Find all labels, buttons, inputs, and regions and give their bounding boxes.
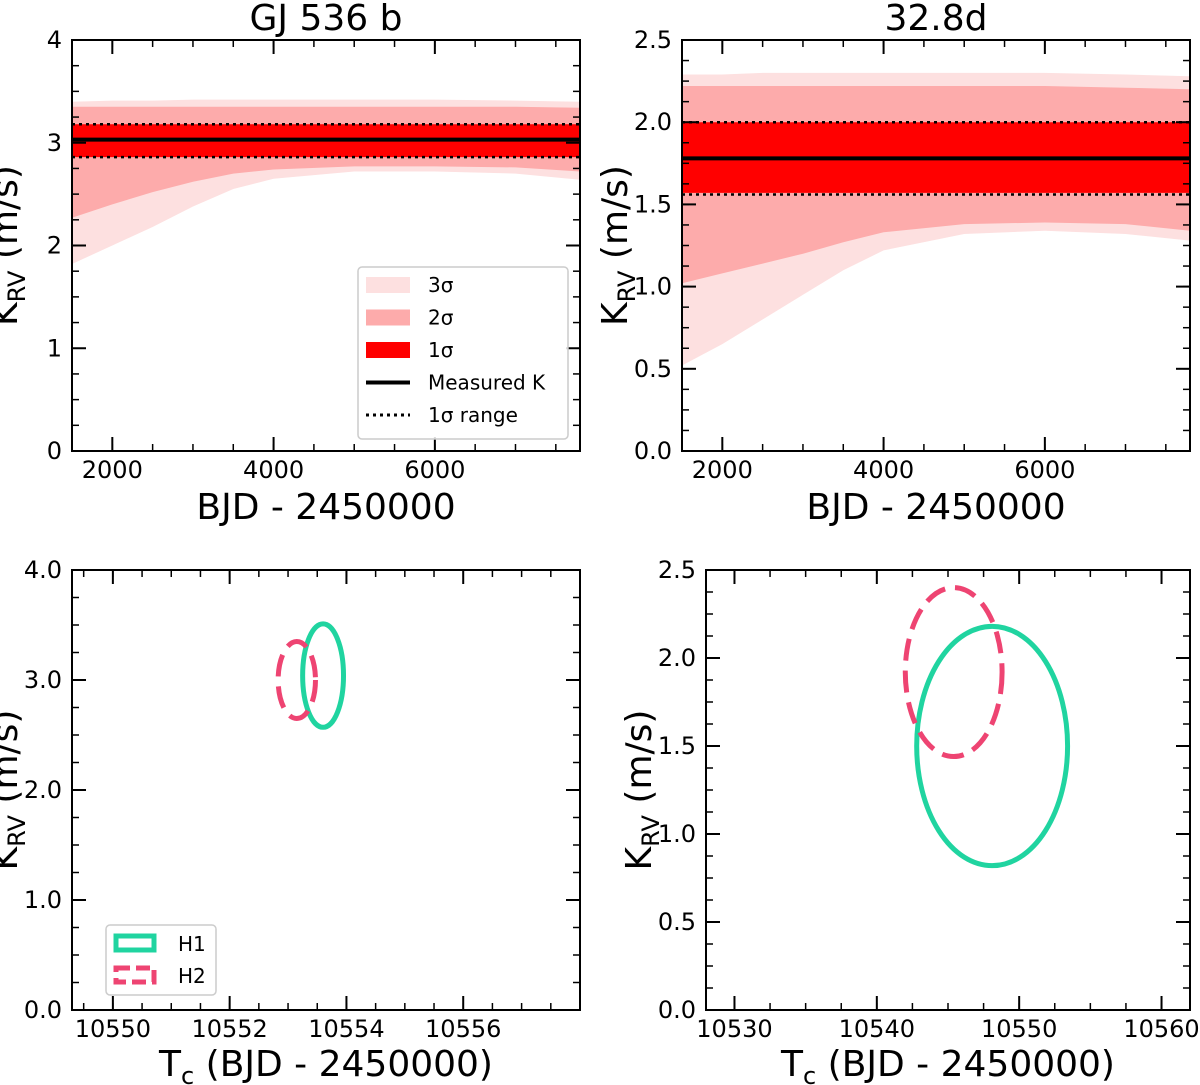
legend-swatch <box>366 309 410 326</box>
y-label-main: K <box>0 301 26 326</box>
y-tick-label: 1.0 <box>634 273 672 301</box>
y-tick-label: 1.5 <box>658 732 696 760</box>
y-tick-label: 0.0 <box>634 437 672 465</box>
y-tick-label: 3.0 <box>24 666 62 694</box>
x-axis-label: BJD - 2450000 <box>196 487 455 528</box>
x-axis-label: Tc (BJD - 2450000) <box>158 1044 493 1085</box>
y-label-main: K <box>0 845 26 870</box>
y-label-main: K <box>595 301 636 326</box>
legend-entry-label: 2σ <box>428 306 454 330</box>
y-tick-label: 0 <box>47 437 62 465</box>
y-axis-label: KRV (m/s) <box>619 710 665 871</box>
y-label-sub: RV <box>3 270 31 302</box>
y-tick-label: 2.0 <box>24 776 62 804</box>
y-tick-label: 0.0 <box>24 996 62 1024</box>
legend-swatch <box>366 342 410 358</box>
y-label-unit: (m/s) <box>619 710 660 816</box>
y-label-main: K <box>619 845 660 870</box>
contour-h1 <box>300 621 347 730</box>
x-label-unit: (BJD - 2450000) <box>194 1044 493 1085</box>
y-tick-label: 1.5 <box>634 190 672 218</box>
panel-title: GJ 536 b <box>250 0 403 39</box>
x-tick-label: 6000 <box>1014 456 1075 484</box>
x-tick-label: 4000 <box>853 456 914 484</box>
contour-h1 <box>914 623 1071 869</box>
axes-frame <box>705 569 1191 1011</box>
panel-gj536b-k-vs-tc: 10550 10552 10554 10556 0.0 1.0 2.0 3.0 4.0 Tc (B… <box>0 556 581 1085</box>
legend-frame <box>357 266 569 440</box>
y-tick-label: 3 <box>47 129 62 157</box>
y-label-unit: (m/s) <box>0 165 26 271</box>
y-label-unit: (m/s) <box>595 165 636 271</box>
x-label-sub: c <box>181 1062 194 1085</box>
x-tick-label: 10540 <box>839 1015 915 1043</box>
legend-entry-label: H1 <box>178 932 206 956</box>
legend-swatch <box>113 933 157 953</box>
x-label-unit: (BJD - 2450000) <box>816 1044 1115 1085</box>
legend-entry-label: 3σ <box>428 273 454 297</box>
legend-swatch <box>113 965 157 985</box>
y-label-sub: RV <box>3 814 31 846</box>
y-label-unit: (m/s) <box>0 710 26 816</box>
contour-h2 <box>902 585 1005 760</box>
x-label-main: T <box>780 1044 804 1085</box>
legend-swatch <box>366 277 410 293</box>
y-axis-label: KRV (m/s) <box>595 165 641 326</box>
x-label-main: T <box>158 1044 182 1085</box>
x-tick-label: 2000 <box>692 456 753 484</box>
plot-area <box>682 72 1190 366</box>
x-tick-label: 10552 <box>191 1015 267 1043</box>
y-axis-label: KRV (m/s) <box>0 710 31 871</box>
y-label-sub: RV <box>613 270 641 302</box>
x-tick-label: 10550 <box>75 1015 151 1043</box>
plot-area <box>72 99 580 264</box>
y-tick-label: 4.0 <box>24 556 62 584</box>
y-tick-label: 2.5 <box>634 26 672 54</box>
x-tick-label: 10556 <box>425 1015 501 1043</box>
plot-area <box>902 585 1071 869</box>
x-axis-label: BJD - 2450000 <box>806 487 1065 528</box>
plot-area <box>275 621 347 730</box>
legend-entry-label: 1σ <box>428 338 454 362</box>
legend-frame <box>105 924 217 996</box>
legend-entry-label: Measured K <box>428 371 546 395</box>
x-tick-label: 10560 <box>1123 1015 1199 1043</box>
y-tick-label: 1.0 <box>658 820 696 848</box>
x-tick-label: 4000 <box>243 456 304 484</box>
y-axis-label: KRV (m/s) <box>0 165 31 326</box>
x-tick-label: 10554 <box>308 1015 384 1043</box>
x-label-sub: c <box>803 1062 816 1085</box>
y-tick-label: 1.0 <box>24 886 62 914</box>
contour-h2 <box>275 639 318 721</box>
y-tick-label: 1 <box>47 334 62 362</box>
y-tick-label: 0.5 <box>658 908 696 936</box>
panel-32-8d-k-vs-tc: 10530 10540 10550 10560 0.0 0.5 1.0 1.5 2.0 2.5 Tc… <box>619 556 1200 1085</box>
panel-gj536b-k-vs-time: 2000 4000 6000 0 1 2 3 4 GJ 536 b BJD - 2450000 KR… <box>0 0 581 528</box>
y-tick-label: 2.0 <box>658 644 696 672</box>
y-tick-label: 2.5 <box>658 556 696 584</box>
y-tick-label: 0.0 <box>658 996 696 1024</box>
x-tick-label: 10530 <box>696 1015 772 1043</box>
x-tick-label: 10550 <box>981 1015 1057 1043</box>
y-tick-label: 0.5 <box>634 355 672 383</box>
x-tick-label: 2000 <box>82 456 143 484</box>
x-axis-label: Tc (BJD - 2450000) <box>780 1044 1115 1085</box>
legend: 3σ 2σ 1σ Measured K 1σ range <box>357 266 569 440</box>
legend-entry-label: H2 <box>178 964 206 988</box>
legend-entry-label: 1σ range <box>428 403 518 427</box>
panel-title: 32.8d <box>884 0 987 39</box>
panel-32-8d-k-vs-time: 2000 4000 6000 0.0 0.5 1.0 1.5 2.0 2.5 32.8d BJD -… <box>595 0 1191 528</box>
x-tick-label: 6000 <box>404 456 465 484</box>
y-tick-label: 4 <box>47 26 62 54</box>
y-label-sub: RV <box>637 814 665 846</box>
y-tick-label: 2.0 <box>634 108 672 136</box>
y-tick-label: 2 <box>47 232 62 260</box>
